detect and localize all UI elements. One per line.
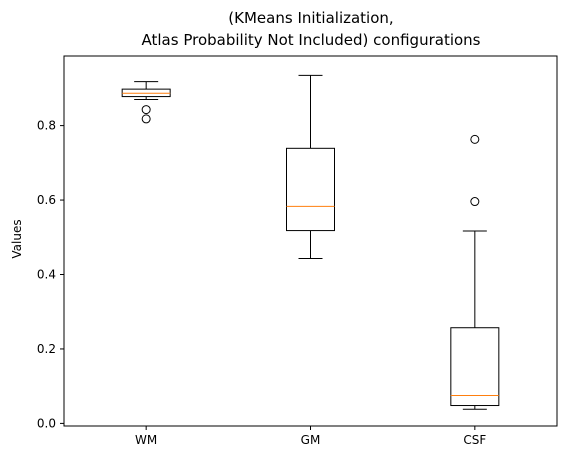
plot-area: 0.0 0.2 0.4 0.6 0.8 WM GM CSF: [37, 55, 558, 447]
y-tick-label: 0.8: [37, 119, 56, 133]
y-tick-label: 0.6: [37, 193, 56, 207]
box-gm: [286, 147, 335, 232]
outlier-point: [470, 134, 480, 144]
y-tick-label: 0.4: [37, 268, 56, 282]
chart-title-line-2: Atlas Probability Not Included) configur…: [142, 31, 481, 49]
outlier-point: [141, 105, 151, 115]
box-csf: [450, 327, 500, 407]
chart-title-line-1: (KMeans Initialization,: [228, 9, 393, 27]
outlier-point: [141, 114, 151, 124]
y-tick-label: 0.2: [37, 342, 56, 356]
y-tick-label: 0.0: [37, 416, 56, 430]
x-tick-label: WM: [135, 433, 157, 447]
x-tick-label: GM: [301, 433, 321, 447]
y-axis-label: Values: [10, 219, 24, 258]
outlier-point: [470, 197, 480, 207]
x-tick-label: CSF: [463, 433, 486, 447]
